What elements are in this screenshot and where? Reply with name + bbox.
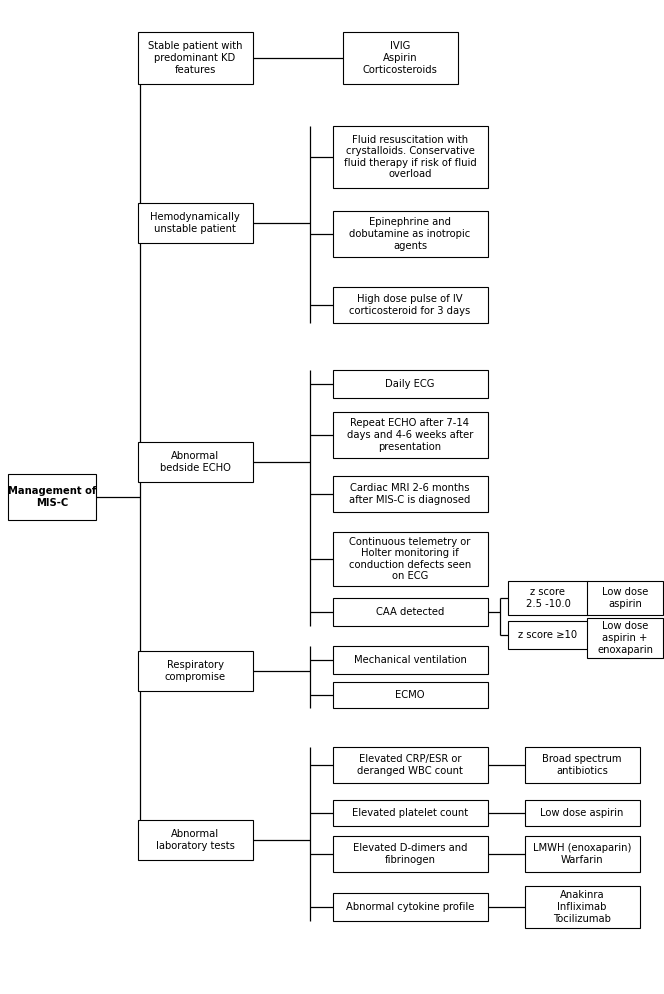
Bar [333,211,487,257]
Text: Fluid resuscitation with
crystalloids. Conservative
fluid therapy if risk of flu: Fluid resuscitation with crystalloids. C… [344,134,476,179]
Text: Abnormal cytokine profile: Abnormal cytokine profile [346,902,474,912]
Text: Low dose
aspirin +
enoxaparin: Low dose aspirin + enoxaparin [597,621,653,655]
Text: Hemodynamically
unstable patient: Hemodynamically unstable patient [150,212,240,234]
Text: Repeat ECHO after 7-14
days and 4-6 weeks after
presentation: Repeat ECHO after 7-14 days and 4-6 week… [347,418,473,451]
Bar [137,442,252,482]
Text: Stable patient with
predominant KD
features: Stable patient with predominant KD featu… [148,42,242,75]
Bar [587,618,663,658]
Bar [333,646,487,674]
Text: CAA detected: CAA detected [376,607,444,617]
Text: Epinephrine and
dobutamine as inotropic
agents: Epinephrine and dobutamine as inotropic … [349,218,471,250]
Bar [343,32,457,84]
Bar [333,412,487,458]
Bar [137,203,252,243]
Bar [333,287,487,323]
Bar [137,651,252,691]
Text: IVIG
Aspirin
Corticosteroids: IVIG Aspirin Corticosteroids [363,42,438,75]
Text: z score
2.5 -10.0: z score 2.5 -10.0 [526,587,570,608]
Bar [137,32,252,84]
Bar [8,474,96,520]
Bar [525,886,639,928]
Bar [333,598,487,626]
Text: Cardiac MRI 2-6 months
after MIS-C is diagnosed: Cardiac MRI 2-6 months after MIS-C is di… [349,483,471,505]
Text: Elevated D-dimers and
fibrinogen: Elevated D-dimers and fibrinogen [353,843,467,865]
Text: ECMO: ECMO [395,690,425,700]
Text: High dose pulse of IV
corticosteroid for 3 days: High dose pulse of IV corticosteroid for… [349,294,471,316]
Text: Respiratory
compromise: Respiratory compromise [165,660,226,682]
Bar [333,476,487,512]
Bar [508,581,588,615]
Bar [333,836,487,872]
Text: Mechanical ventilation: Mechanical ventilation [353,655,466,665]
Text: Continuous telemetry or
Holter monitoring if
conduction defects seen
on ECG: Continuous telemetry or Holter monitorin… [349,537,471,581]
Text: Abnormal
bedside ECHO: Abnormal bedside ECHO [159,451,230,473]
Bar [333,532,487,586]
Bar [333,800,487,826]
Text: Elevated CRP/ESR or
deranged WBC count: Elevated CRP/ESR or deranged WBC count [357,754,463,775]
Text: Anakinra
Infliximab
Tocilizumab: Anakinra Infliximab Tocilizumab [553,891,611,923]
Bar [333,747,487,783]
Bar [333,893,487,921]
Text: Low dose aspirin: Low dose aspirin [540,808,623,818]
Bar [137,820,252,860]
Bar [525,747,639,783]
Text: Abnormal
laboratory tests: Abnormal laboratory tests [155,829,234,851]
Text: LMWH (enoxaparin)
Warfarin: LMWH (enoxaparin) Warfarin [533,843,631,865]
Text: Elevated platelet count: Elevated platelet count [352,808,468,818]
Bar [525,800,639,826]
Bar [587,581,663,615]
Text: Low dose
aspirin: Low dose aspirin [602,587,648,608]
Text: Daily ECG: Daily ECG [385,379,435,389]
Bar [508,621,588,649]
Bar [525,836,639,872]
Bar [333,682,487,708]
Bar [333,126,487,188]
Text: z score ≥10: z score ≥10 [519,630,578,640]
Text: Management of
MIS-C: Management of MIS-C [8,486,96,508]
Text: Broad spectrum
antibiotics: Broad spectrum antibiotics [542,754,622,775]
Bar [333,370,487,398]
